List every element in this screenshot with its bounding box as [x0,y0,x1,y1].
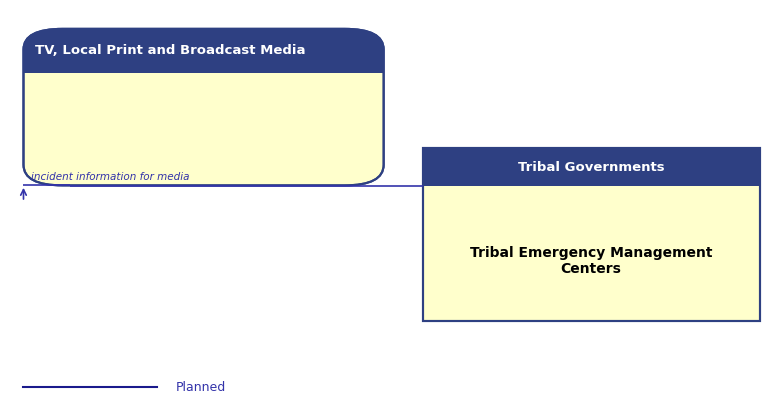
Text: TV, Local Print and Broadcast Media: TV, Local Print and Broadcast Media [35,44,305,57]
FancyBboxPatch shape [23,29,384,185]
FancyBboxPatch shape [23,29,384,73]
Bar [423,148,760,186]
Text: Planned: Planned [176,381,226,394]
Text: incident information for media: incident information for media [31,172,189,182]
Bar [23,51,384,73]
Bar [423,148,760,321]
Bar [423,148,760,321]
Text: Tribal Governments: Tribal Governments [518,161,665,174]
Text: Tribal Emergency Management
Centers: Tribal Emergency Management Centers [470,246,713,276]
